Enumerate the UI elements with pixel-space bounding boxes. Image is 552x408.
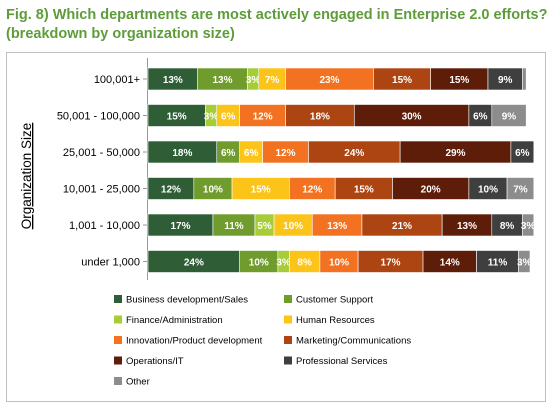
category-label-25-001-50-000: 25,001 - 50,000 bbox=[63, 147, 140, 159]
legend-swatch-operations-it bbox=[114, 356, 122, 365]
data-label: 18% bbox=[310, 111, 330, 122]
data-label: 5% bbox=[257, 221, 272, 232]
data-label: 8% bbox=[500, 221, 515, 232]
legend-swatch-innovation-product-development bbox=[114, 336, 122, 344]
data-label: 13% bbox=[163, 75, 183, 86]
bar-segment-other[interactable] bbox=[491, 104, 527, 127]
data-label: 6% bbox=[244, 148, 259, 159]
category-label-100-001: 100,001+ bbox=[94, 74, 140, 86]
data-label: 10% bbox=[283, 221, 303, 232]
data-label: 18% bbox=[172, 148, 192, 159]
data-label: 17% bbox=[170, 221, 190, 232]
data-label: 6% bbox=[515, 148, 530, 159]
data-label: 12% bbox=[276, 148, 296, 159]
data-label: 21% bbox=[392, 221, 412, 232]
data-label: 10% bbox=[478, 184, 498, 195]
data-label: 3% bbox=[517, 257, 532, 268]
data-label: 15% bbox=[354, 184, 374, 195]
data-label: 17% bbox=[381, 257, 401, 268]
data-label: 24% bbox=[184, 257, 204, 268]
category-label-under-1-000: under 1,000 bbox=[81, 257, 140, 269]
data-label: 13% bbox=[212, 75, 232, 86]
data-label: 3% bbox=[276, 257, 291, 268]
stacked-bar-chart: Organization Size 100,001+ 13% 13% 3% 7% 23% 15… bbox=[19, 58, 536, 388]
chart-subtitle: (breakdown by organization size) bbox=[6, 26, 235, 42]
data-label: 24% bbox=[344, 148, 364, 159]
legend-label-human-resources: Human Resources bbox=[296, 315, 375, 326]
legend-label-marketing-communications: Marketing/Communications bbox=[296, 336, 411, 347]
data-label: 6% bbox=[221, 111, 236, 122]
data-label: 8% bbox=[297, 257, 312, 268]
data-label: 3% bbox=[204, 111, 219, 122]
data-label: 10% bbox=[329, 257, 349, 268]
data-label: 10% bbox=[203, 184, 223, 195]
data-label: 12% bbox=[253, 111, 273, 122]
data-label: 9% bbox=[502, 111, 517, 122]
category-label-10-001-25-000: 10,001 - 25,000 bbox=[63, 184, 140, 196]
data-label: 15% bbox=[251, 184, 271, 195]
category-label-1-001-10-000: 1,001 - 10,000 bbox=[69, 220, 140, 232]
y-axis-label: Organization Size bbox=[19, 123, 34, 230]
legend-swatch-finance-administration bbox=[114, 315, 122, 324]
data-label: 10% bbox=[249, 257, 269, 268]
bar-segment-other[interactable] bbox=[522, 67, 527, 91]
legend-swatch-human-resources bbox=[284, 315, 292, 324]
bar-segment-other[interactable] bbox=[522, 213, 535, 237]
data-label: 15% bbox=[449, 75, 469, 86]
bar-segment-other[interactable] bbox=[506, 177, 535, 200]
legend-swatch-professional-services bbox=[284, 356, 292, 365]
legend-label-finance-administration: Finance/Administration bbox=[126, 315, 223, 326]
legend-label-customer-support: Customer Support bbox=[296, 295, 373, 306]
data-label: 12% bbox=[161, 184, 181, 195]
data-label: 3% bbox=[521, 221, 536, 232]
legend-label-operations-it: Operations/IT bbox=[126, 356, 184, 367]
data-label: 6% bbox=[221, 148, 236, 159]
data-label: 12% bbox=[302, 184, 322, 195]
data-label: 20% bbox=[421, 184, 441, 195]
data-label: 9% bbox=[498, 75, 513, 86]
legend-swatch-business-development-sales bbox=[114, 295, 122, 303]
data-label: 7% bbox=[513, 184, 528, 195]
data-label: 15% bbox=[392, 75, 412, 86]
data-label: 7% bbox=[265, 75, 280, 86]
chart-title-line-1: Fig. 8) Which departments are most activ… bbox=[6, 7, 548, 23]
data-label: 6% bbox=[473, 111, 488, 122]
legend-swatch-customer-support bbox=[284, 295, 292, 303]
legend-label-professional-services: Professional Services bbox=[296, 356, 388, 367]
category-label-50-001-100-000: 50,001 - 100,000 bbox=[57, 111, 140, 123]
chart-frame: Organization Size 100,001+ 13% 13% 3% 7% 23% 15… bbox=[6, 52, 546, 402]
data-label: 14% bbox=[440, 257, 460, 268]
data-label: 13% bbox=[457, 221, 477, 232]
data-label: 30% bbox=[402, 111, 422, 122]
data-label: 3% bbox=[246, 75, 261, 86]
data-label: 23% bbox=[319, 75, 339, 86]
bar-segment-professional-services[interactable] bbox=[510, 140, 535, 164]
data-label: 11% bbox=[488, 257, 508, 268]
chart-title: Fig. 8) Which departments are most activ… bbox=[6, 6, 548, 44]
legend-label-business-development-sales: Business development/Sales bbox=[126, 295, 248, 306]
legend-label-other: Other bbox=[126, 377, 150, 388]
data-label: 15% bbox=[167, 111, 187, 122]
legend-swatch-marketing-communications bbox=[284, 336, 292, 344]
bar-segment-other[interactable] bbox=[518, 250, 531, 273]
data-label: 29% bbox=[446, 148, 466, 159]
legend-label-innovation-product-development: Innovation/Product development bbox=[126, 336, 263, 347]
data-label: 13% bbox=[327, 221, 347, 232]
data-label: 11% bbox=[224, 221, 244, 232]
legend-swatch-other bbox=[114, 377, 122, 385]
